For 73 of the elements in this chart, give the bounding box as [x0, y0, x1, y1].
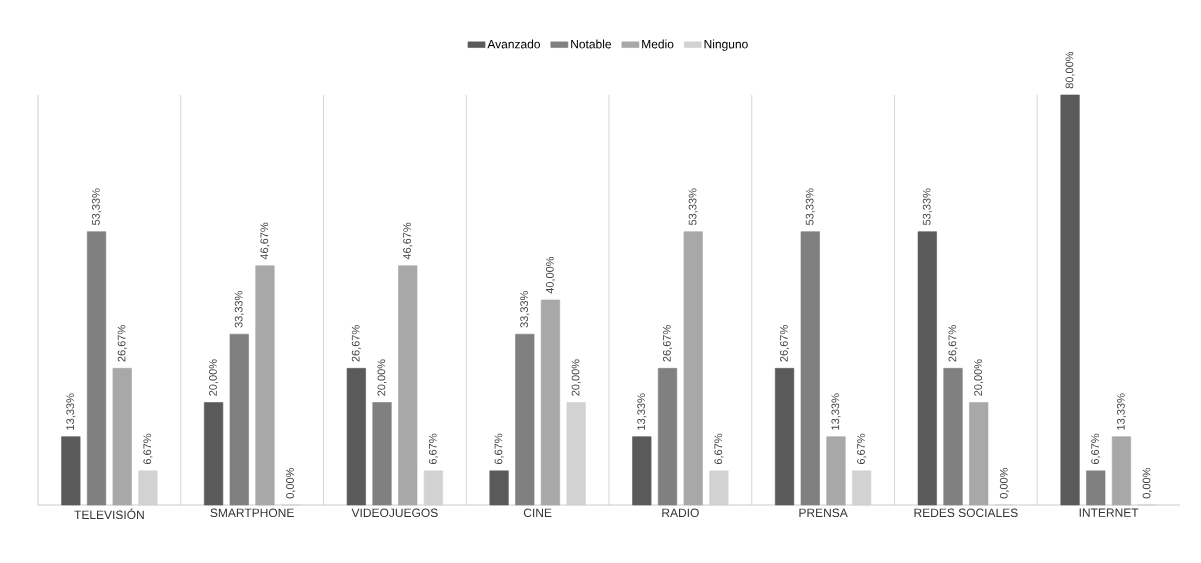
bar: [1111, 436, 1132, 506]
bar: [112, 368, 132, 506]
x-tick-label: CINE: [523, 508, 552, 518]
data-label: 13,33%: [66, 393, 76, 430]
data-label: 33,33%: [520, 291, 530, 328]
data-label: 26,67%: [117, 325, 127, 362]
x-tick-label: REDES SOCIALES: [914, 508, 1018, 518]
bar: [774, 368, 795, 506]
data-label: 6,67%: [494, 433, 504, 465]
bar: [657, 368, 678, 506]
data-label: 6,67%: [1091, 433, 1101, 465]
bar: [372, 402, 392, 506]
bar: [515, 333, 535, 506]
data-label: 13,33%: [831, 393, 841, 430]
bar: [540, 299, 561, 506]
x-tick-label: VIDEOJUEGOS: [351, 508, 438, 518]
bar: [204, 402, 224, 506]
bar: [826, 436, 846, 506]
data-label: 20,00%: [377, 359, 387, 396]
bar: [683, 231, 703, 506]
bar: [800, 231, 820, 506]
data-label: 33,33%: [234, 291, 244, 328]
data-label: 26,67%: [948, 325, 958, 362]
bar: [969, 402, 989, 506]
bar: [709, 470, 729, 506]
x-tick-label: INTERNET: [1079, 508, 1139, 517]
bar: [852, 470, 872, 506]
bar: [1060, 94, 1080, 506]
bar: [423, 470, 443, 506]
data-label: 53,33%: [688, 188, 698, 226]
data-label: 40,00%: [545, 256, 556, 294]
x-tick-label: TELEVISIÓN: [74, 508, 144, 520]
bar: [346, 368, 366, 506]
x-tick-label: PRENSA: [799, 508, 848, 518]
data-label: 0,00%: [1142, 468, 1152, 499]
data-label: 13,33%: [637, 393, 647, 430]
bar: [1086, 470, 1106, 506]
bar: [943, 368, 963, 506]
bar: [61, 436, 81, 506]
data-label: 0,00%: [999, 468, 1009, 499]
bar: [229, 333, 249, 506]
bar: [398, 265, 418, 506]
data-label: 46,67%: [260, 222, 270, 260]
data-label: 53,33%: [922, 188, 932, 226]
data-label: 6,67%: [143, 433, 153, 465]
bar: [86, 231, 107, 506]
data-label: 80,00%: [1065, 51, 1075, 89]
bar: [917, 231, 937, 506]
legend-label: Ninguno: [704, 39, 748, 51]
data-label: 26,67%: [351, 325, 361, 362]
data-label: 26,67%: [780, 325, 790, 362]
x-tick-label: RADIO: [662, 508, 699, 518]
data-label: 0,00%: [286, 468, 296, 499]
data-label: 26,67%: [662, 325, 673, 362]
data-label: 6,67%: [857, 433, 867, 465]
bar: [632, 436, 652, 506]
bar: [489, 470, 509, 506]
data-label: 20,00%: [974, 359, 984, 396]
data-label: 6,67%: [714, 433, 724, 465]
data-label: 20,00%: [571, 359, 581, 396]
data-label: 6,67%: [428, 433, 438, 465]
legend-label: Notable: [571, 39, 612, 49]
data-label: 13,33%: [1116, 393, 1126, 430]
bar: [138, 470, 158, 506]
legend-label: Medio: [642, 39, 674, 49]
bar: [566, 402, 586, 506]
data-label: 53,33%: [92, 188, 102, 226]
data-label: 46,67%: [403, 222, 413, 260]
data-label: 53,33%: [805, 188, 815, 226]
x-tick-label: SMARTPHONE: [210, 508, 294, 518]
legend-label: Avanzado: [487, 39, 541, 49]
data-label: 20,00%: [209, 359, 219, 396]
bar: [255, 265, 275, 506]
